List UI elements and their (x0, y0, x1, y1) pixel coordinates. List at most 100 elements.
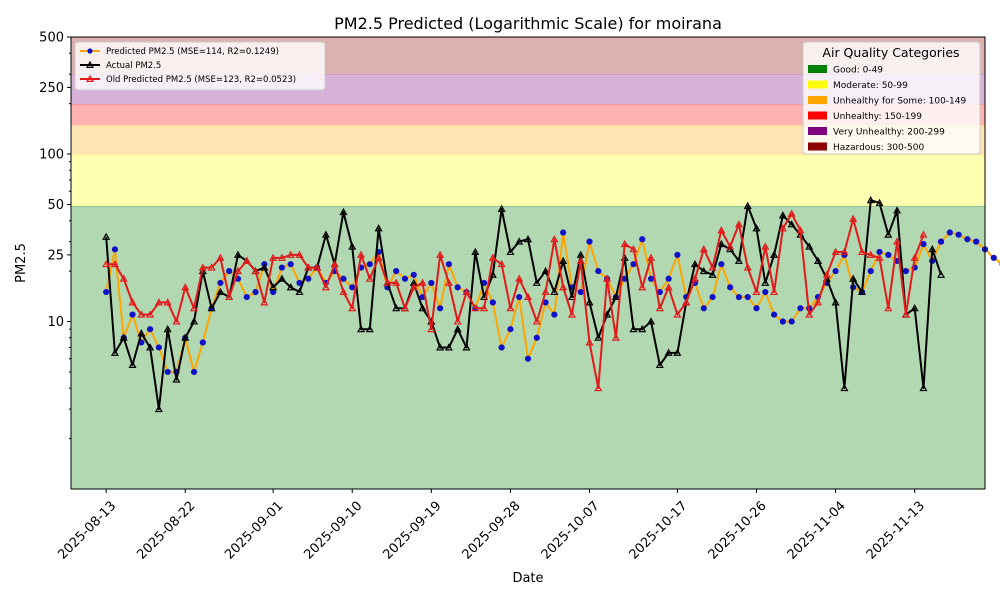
point-2-34 (400, 304, 409, 312)
point-2-55 (585, 338, 594, 346)
point-2-63 (655, 304, 664, 312)
point-1-3 (128, 360, 137, 369)
point-0-60 (630, 261, 637, 268)
point-2-71 (726, 242, 735, 250)
point-1-62 (647, 317, 656, 325)
point-0-27 (340, 275, 347, 282)
plot-frame (70, 36, 986, 490)
aqi-label-0: Good: 0-49 (833, 66, 883, 76)
point-2-75 (761, 242, 770, 250)
aqi-swatch-4 (808, 127, 827, 135)
legend-label-0: Predicted PM2.5 (MSE=114, R2=0.1249) (106, 47, 279, 57)
point-2-59 (620, 239, 629, 248)
point-2-64 (664, 283, 673, 291)
x-tick-label-10: 2025-11-13 (864, 499, 928, 563)
point-1-92 (910, 304, 919, 312)
point-1-10 (190, 317, 199, 325)
point-1-27 (339, 207, 348, 216)
point-2-73 (743, 263, 752, 271)
point-2-58 (611, 333, 620, 341)
point-0-75 (762, 288, 769, 296)
x-tick-label-9: 2025-11-04 (785, 499, 849, 563)
point-2-43 (480, 304, 489, 312)
point-0-46 (507, 326, 514, 333)
point-2-93 (919, 230, 928, 238)
point-2-32 (383, 278, 392, 286)
point-1-74 (752, 224, 761, 232)
point-1-39 (444, 343, 453, 351)
point-2-51 (550, 235, 559, 243)
point-2-89 (884, 304, 893, 312)
point-2-72 (734, 220, 743, 228)
point-1-36 (418, 304, 427, 312)
point-2-27 (339, 287, 348, 296)
point-2-90 (893, 237, 902, 245)
point-1-90 (893, 206, 902, 214)
point-2-15 (233, 266, 243, 275)
point-2-86 (857, 247, 866, 256)
point-1-30 (365, 324, 374, 333)
point-1-73 (743, 201, 752, 209)
point-1-61 (638, 324, 647, 333)
point-1-63 (655, 360, 664, 369)
x-axis-title: Date (512, 571, 543, 586)
point-2-4 (137, 310, 146, 318)
point-2-83 (831, 247, 840, 256)
point-2-47 (515, 274, 524, 282)
point-1-50 (541, 266, 550, 275)
point-2-37 (427, 324, 436, 333)
point-1-53 (567, 292, 576, 301)
point-2-30 (365, 274, 374, 282)
point-1-28 (348, 242, 357, 250)
point-2-6 (154, 298, 163, 306)
point-0-54 (577, 288, 584, 296)
point-2-17 (251, 266, 260, 275)
aqi-label-5: Hazardous: 300-500 (833, 143, 924, 153)
point-0-62 (647, 275, 655, 282)
point-2-69 (708, 263, 717, 271)
point-1-8 (172, 375, 181, 383)
point-1-29 (356, 324, 366, 333)
point-0-39 (445, 261, 453, 268)
point-2-61 (638, 283, 647, 291)
point-2-80 (805, 310, 814, 318)
point-2-20 (277, 253, 286, 261)
series-line-2 (106, 212, 925, 390)
point-2-33 (392, 278, 401, 286)
aqi-label-1: Moderate: 50-99 (833, 81, 908, 91)
point-2-29 (356, 250, 366, 258)
point-0-72 (735, 293, 743, 301)
point-1-45 (497, 204, 506, 212)
point-1-75 (761, 278, 770, 286)
point-0-23 (305, 275, 312, 282)
point-0-95 (937, 238, 945, 245)
point-2-65 (673, 310, 682, 318)
x-tick-label-8: 2025-10-26 (706, 499, 770, 563)
chart-title: PM2.5 Predicted (Logarithmic Scale) for … (334, 14, 722, 33)
point-2-2 (119, 274, 128, 282)
point-2-44 (488, 253, 497, 261)
point-2-88 (875, 253, 884, 261)
point-2-39 (444, 278, 453, 286)
point-0-20 (278, 264, 286, 271)
point-1-46 (506, 247, 515, 256)
point-2-52 (559, 283, 568, 291)
point-1-83 (831, 298, 840, 306)
point-0-97 (955, 231, 962, 238)
point-0-52 (560, 229, 567, 236)
point-0-17 (252, 288, 259, 296)
point-0-83 (832, 268, 839, 275)
point-2-70 (717, 226, 726, 234)
aqi-label-2: Unhealthy for Some: 100-149 (833, 97, 966, 107)
point-2-48 (523, 292, 533, 301)
x-tick-label-2: 2025-09-01 (222, 499, 286, 563)
point-1-49 (532, 278, 541, 286)
aqi-legend-box (802, 41, 981, 155)
point-0-79 (797, 305, 804, 312)
point-0-96 (946, 229, 953, 236)
point-0-5 (146, 326, 154, 333)
point-1-85 (849, 274, 858, 282)
legend-marker-0 (87, 48, 93, 54)
point-2-74 (752, 287, 761, 296)
